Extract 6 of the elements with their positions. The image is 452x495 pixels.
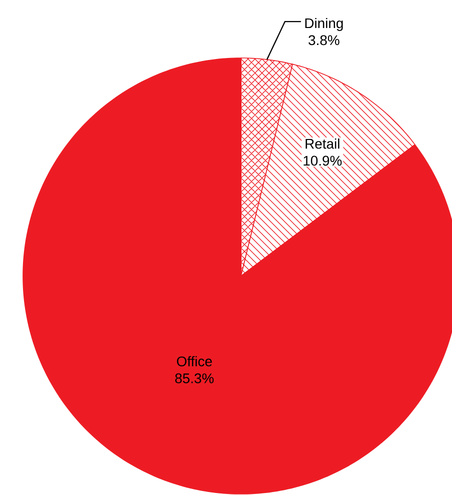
slice-label: Office [176,356,212,366]
data-label: 85.3% [175,373,214,384]
slice-label: Retail [306,138,340,149]
data-label: 3.8% [308,35,340,46]
data-label: 10.9% [304,156,342,166]
slice-label: Dining [305,18,343,31]
